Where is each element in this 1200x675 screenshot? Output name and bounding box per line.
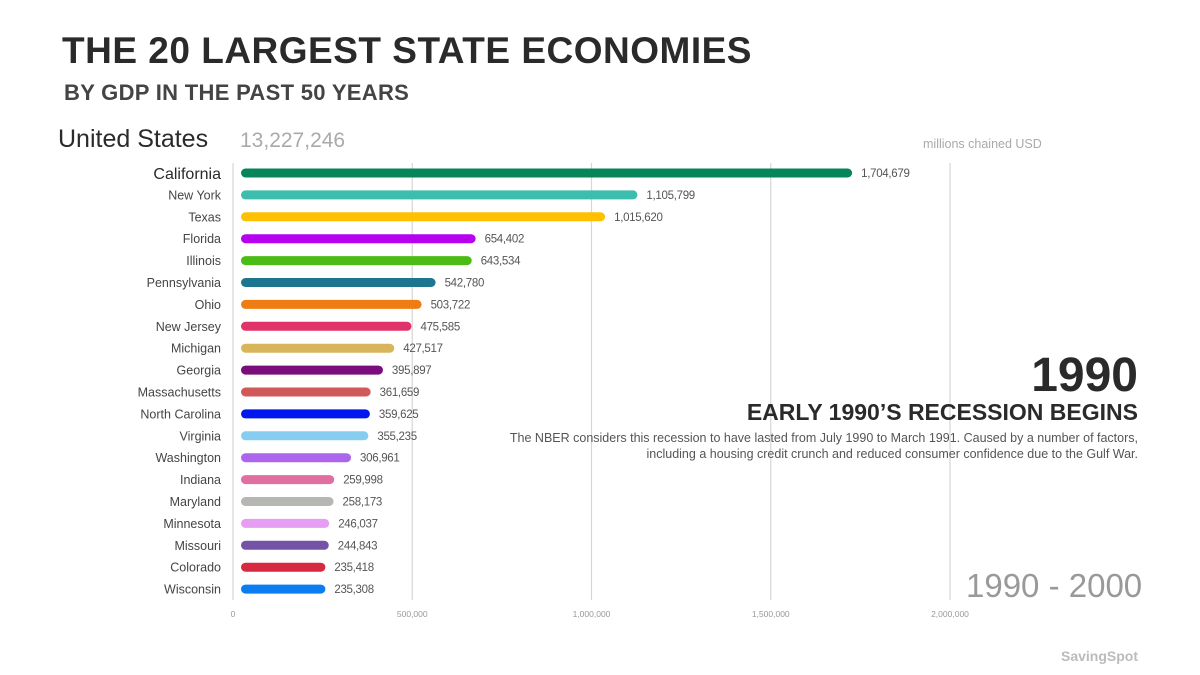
bar-pennsylvania [241, 278, 436, 287]
category-label: Pennsylvania [147, 276, 221, 290]
bars [241, 168, 853, 594]
value-label: 258,173 [343, 497, 382, 509]
category-labels: California New York Texas Florida Illinois Pe… [138, 166, 222, 597]
value-label: 246,037 [338, 518, 377, 530]
value-label: 395,897 [392, 365, 431, 377]
units-label: millions chained USD [923, 137, 1042, 151]
bar-ohio [241, 299, 422, 309]
bar-illinois [241, 256, 472, 266]
country-name: United States [58, 125, 209, 153]
category-label: Florida [183, 232, 221, 246]
bar-wisconsin [241, 584, 326, 594]
category-label: California [153, 166, 221, 183]
value-label: 542,780 [445, 278, 484, 290]
value-labels: 1,704,679 1,105,799 1,015,620 654,402 643,53… [334, 168, 910, 596]
bar-missouri [241, 540, 329, 550]
bar-texas [241, 212, 606, 222]
bar-virginia [241, 431, 369, 441]
category-label: Virginia [180, 429, 222, 443]
annotation-year: 1990 [1031, 349, 1138, 402]
category-label: Indiana [180, 473, 221, 487]
category-label: Missouri [174, 539, 221, 553]
bar-new-york [241, 190, 638, 200]
bar-north-carolina [241, 409, 370, 419]
category-label: Washington [155, 451, 221, 465]
category-label: Michigan [171, 342, 221, 356]
bar-indiana [241, 475, 335, 485]
bar-california [241, 168, 853, 178]
bar-colorado [241, 562, 326, 572]
annotation-title: EARLY 1990’S RECESSION BEGINS [746, 399, 1138, 425]
x-tick-label: 2,000,000 [931, 609, 969, 619]
country-total-gdp: 13,227,246 [240, 129, 346, 152]
category-label: New Jersey [156, 320, 222, 334]
bar-maryland [241, 497, 334, 506]
value-label: 654,402 [485, 234, 524, 246]
value-label: 355,235 [377, 431, 416, 443]
value-label: 244,843 [338, 540, 377, 552]
value-label: 475,585 [420, 321, 459, 333]
annotation-description: The NBER considers this recession to hav… [509, 431, 1138, 461]
value-label: 361,659 [380, 387, 419, 399]
x-tick-label: 500,000 [397, 609, 428, 619]
x-tick-label: 0 [231, 609, 236, 619]
bar-new-jersey [241, 321, 412, 331]
category-label: Wisconsin [164, 583, 221, 597]
bar-massachusetts [241, 387, 371, 397]
bar-florida [241, 234, 476, 244]
gridlines [232, 163, 951, 600]
value-label: 503,722 [431, 299, 470, 311]
chart-subtitle: BY GDP IN THE PAST 50 YEARS [64, 80, 410, 105]
x-tick-label: 1,500,000 [752, 609, 790, 619]
year-range-label: 1990 - 2000 [966, 567, 1143, 604]
x-tick-label: 1,000,000 [573, 609, 611, 619]
value-label: 359,625 [379, 409, 418, 421]
category-label: Illinois [186, 254, 221, 268]
category-label: Colorado [170, 561, 221, 575]
value-label: 235,308 [334, 584, 373, 596]
value-label: 1,015,620 [614, 212, 662, 224]
value-label: 235,418 [334, 562, 373, 574]
value-label: 643,534 [481, 256, 521, 268]
category-label: Massachusetts [138, 386, 221, 400]
bar-washington [241, 453, 352, 463]
bar-michigan [241, 343, 395, 353]
x-tick-labels: 0 500,000 1,000,000 1,500,000 2,000,000 [231, 609, 970, 619]
brand-logo: SavingSpot [1060, 648, 1138, 664]
value-label: 427,517 [403, 343, 442, 355]
category-label: Texas [188, 210, 221, 224]
category-label: Maryland [170, 495, 221, 509]
category-label: Ohio [195, 298, 221, 312]
bar-minnesota [241, 518, 330, 528]
category-label: Minnesota [163, 517, 221, 531]
chart-title: THE 20 LARGEST STATE ECONOMIES [62, 30, 752, 71]
category-label: New York [168, 188, 222, 202]
value-label: 1,105,799 [646, 190, 694, 202]
value-label: 1,704,679 [861, 168, 909, 180]
category-label: Georgia [177, 364, 222, 378]
value-label: 259,998 [343, 475, 382, 487]
bar-georgia [241, 365, 383, 375]
value-label: 306,961 [360, 453, 399, 465]
category-label: North Carolina [140, 407, 221, 421]
